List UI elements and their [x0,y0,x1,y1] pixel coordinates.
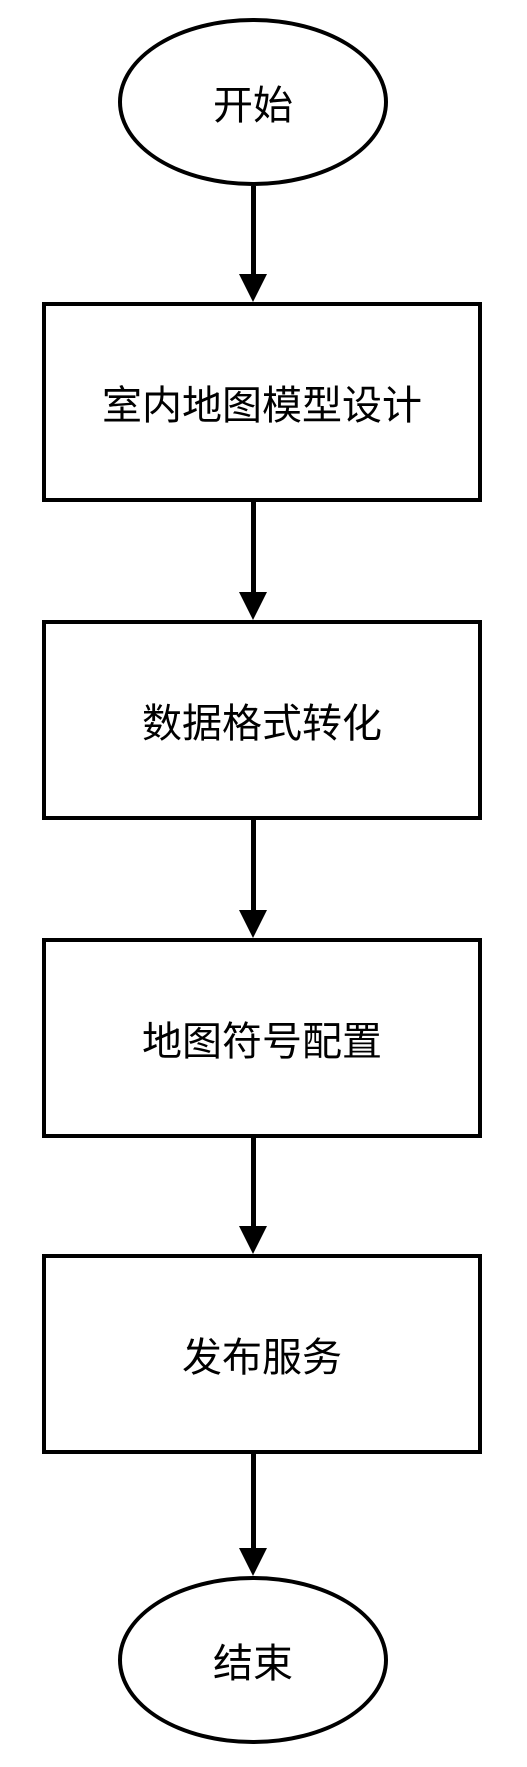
node-step4-label: 发布服务 [182,1325,342,1383]
node-end-label: 结束 [213,1631,293,1689]
node-step4: 发布服务 [42,1254,482,1454]
edge-step1-step2-head [239,592,267,620]
node-step3: 地图符号配置 [42,938,482,1138]
node-start: 开始 [118,18,388,186]
flowchart-container: 开始 室内地图模型设计 数据格式转化 地图符号配置 发布服务 结束 [0,0,527,1767]
node-step3-label: 地图符号配置 [142,1009,382,1067]
edge-start-step1-head [239,274,267,302]
node-start-label: 开始 [213,73,293,131]
node-step1: 室内地图模型设计 [42,302,482,502]
edge-step1-step2 [251,502,256,592]
edge-start-step1 [251,186,256,274]
edge-step4-end [251,1454,256,1548]
edge-step2-step3-head [239,910,267,938]
node-end: 结束 [118,1576,388,1744]
node-step2: 数据格式转化 [42,620,482,820]
node-step2-label: 数据格式转化 [142,691,382,749]
edge-step3-step4 [251,1138,256,1226]
edge-step4-end-head [239,1548,267,1576]
node-step1-label: 室内地图模型设计 [102,373,422,431]
edge-step2-step3 [251,820,256,910]
edge-step3-step4-head [239,1226,267,1254]
